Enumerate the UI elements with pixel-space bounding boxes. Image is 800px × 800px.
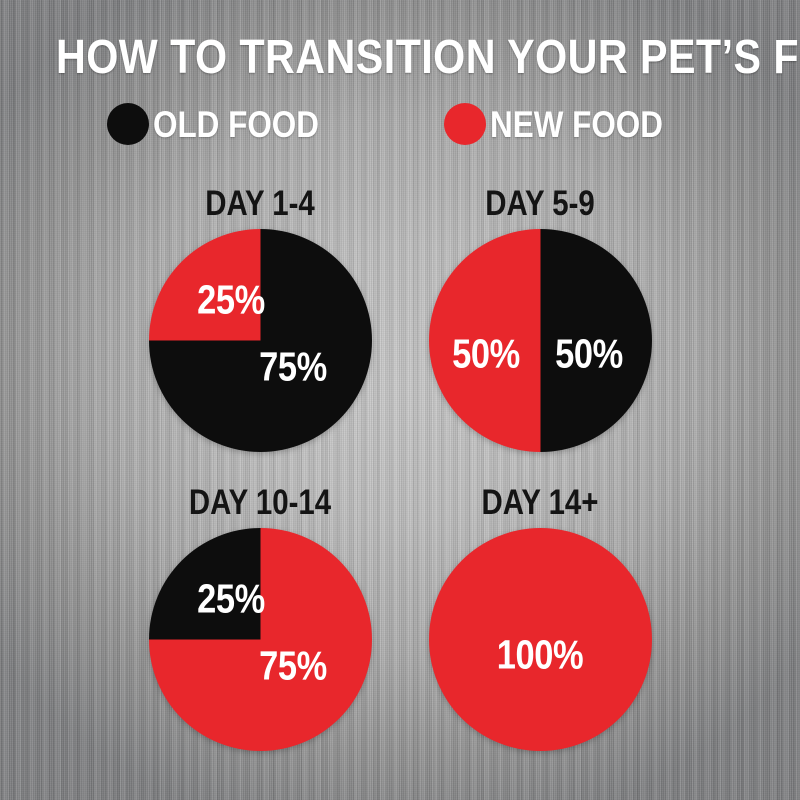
pie-chart-day-10-14: DAY 10-14 25% 75%	[110, 485, 410, 751]
legend-item-old-food: OLD FOOD	[106, 103, 348, 145]
pie-chart-title: DAY 5-9	[485, 184, 595, 223]
page-title: HOW TO TRANSITION YOUR PET’S FOOD	[56, 31, 800, 84]
pie-slice-label-old-food: 75%	[259, 343, 328, 390]
pie-slice-new-food	[148, 229, 260, 341]
pie-slice-old-food	[148, 528, 260, 640]
pie-slice-new-food	[428, 229, 540, 452]
pie-slice-label-new-food: 50%	[452, 330, 521, 377]
pie-chart-title: DAY 14+	[481, 483, 599, 522]
pie-chart-day-14-plus: DAY 14+ 100%	[390, 485, 690, 751]
pie-chart-day-5-9: DAY 5-9 50% 50%	[390, 186, 690, 452]
pie-graphic: 100%	[428, 528, 652, 751]
legend-item-label: NEW FOOD	[489, 103, 663, 145]
pie-graphic: 25% 75%	[148, 528, 372, 751]
pie-svg	[148, 229, 372, 452]
pie-chart-title: DAY 1-4	[205, 184, 315, 223]
pie-slice-label-old-food: 25%	[197, 575, 265, 622]
pie-chart-day-1-4: DAY 1-4 25% 75%	[110, 186, 410, 452]
pie-graphic: 25% 75%	[148, 229, 372, 452]
pie-chart-title: DAY 10-14	[188, 483, 332, 522]
pie-svg	[148, 528, 372, 751]
pie-slice-label-new-food: 100%	[496, 631, 584, 678]
pie-graphic: 50% 50%	[428, 229, 652, 452]
circle-marker-icon	[443, 103, 486, 145]
pie-svg	[428, 528, 652, 751]
pie-slice-label-new-food: 75%	[259, 642, 328, 689]
pie-slice-label-new-food: 25%	[197, 276, 265, 323]
pie-slice-new-food	[428, 528, 652, 751]
pie-svg	[428, 229, 652, 452]
pie-slice-label-old-food: 50%	[555, 330, 623, 377]
circle-marker-icon	[106, 103, 149, 145]
legend-item-label: OLD FOOD	[152, 103, 319, 145]
legend-item-new-food: NEW FOOD	[443, 103, 693, 145]
legend: OLD FOOD NEW FOOD	[0, 103, 800, 145]
pie-slice-old-food	[540, 229, 652, 452]
